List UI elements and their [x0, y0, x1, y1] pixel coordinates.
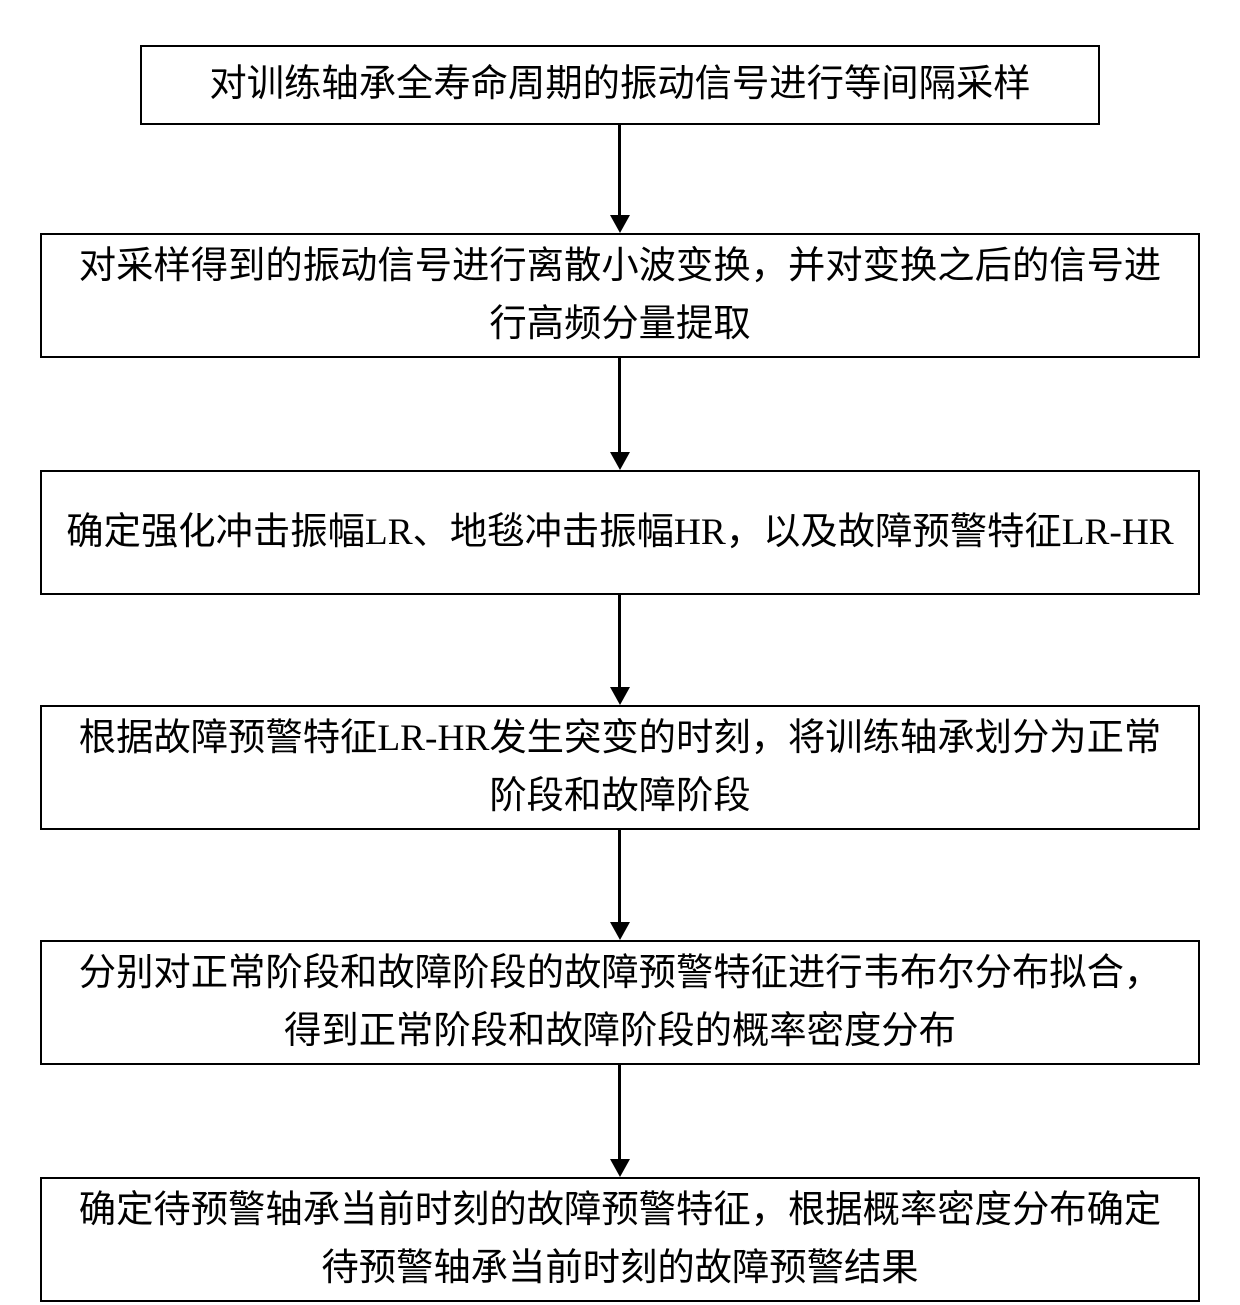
flow-arrow-2-head [610, 452, 630, 470]
flow-arrow-5-head [610, 1159, 630, 1177]
flow-arrow-4-head [610, 922, 630, 940]
flow-arrow-5-shaft [618, 1065, 621, 1159]
flow-arrow-1-shaft [618, 125, 621, 215]
flow-node-6: 确定待预警轴承当前时刻的故障预警特征，根据概率密度分布确定待预警轴承当前时刻的故… [40, 1177, 1200, 1302]
flow-node-3: 确定强化冲击振幅LR、地毯冲击振幅HR，以及故障预警特征LR-HR [40, 470, 1200, 595]
flow-node-5: 分别对正常阶段和故障阶段的故障预警特征进行韦布尔分布拟合，得到正常阶段和故障阶段… [40, 940, 1200, 1065]
flow-node-4-text: 根据故障预警特征LR-HR发生突变的时刻，将训练轴承划分为正常阶段和故障阶段 [66, 710, 1174, 826]
flow-node-2: 对采样得到的振动信号进行离散小波变换，并对变换之后的信号进行高频分量提取 [40, 233, 1200, 358]
flow-arrow-4-shaft [618, 830, 621, 922]
flow-node-6-text: 确定待预警轴承当前时刻的故障预警特征，根据概率密度分布确定待预警轴承当前时刻的故… [66, 1182, 1174, 1298]
flow-node-5-text: 分别对正常阶段和故障阶段的故障预警特征进行韦布尔分布拟合，得到正常阶段和故障阶段… [66, 945, 1174, 1061]
flow-node-3-text: 确定强化冲击振幅LR、地毯冲击振幅HR，以及故障预警特征LR-HR [66, 504, 1173, 562]
flow-node-4: 根据故障预警特征LR-HR发生突变的时刻，将训练轴承划分为正常阶段和故障阶段 [40, 705, 1200, 830]
flow-node-2-text: 对采样得到的振动信号进行离散小波变换，并对变换之后的信号进行高频分量提取 [66, 238, 1174, 354]
flowchart-canvas: 对训练轴承全寿命周期的振动信号进行等间隔采样 对采样得到的振动信号进行离散小波变… [0, 0, 1240, 1305]
flow-node-1: 对训练轴承全寿命周期的振动信号进行等间隔采样 [140, 45, 1100, 125]
flow-arrow-3-head [610, 687, 630, 705]
flow-arrow-3-shaft [618, 595, 621, 687]
flow-arrow-1-head [610, 215, 630, 233]
flow-arrow-2-shaft [618, 358, 621, 452]
flow-node-1-text: 对训练轴承全寿命周期的振动信号进行等间隔采样 [209, 56, 1030, 114]
